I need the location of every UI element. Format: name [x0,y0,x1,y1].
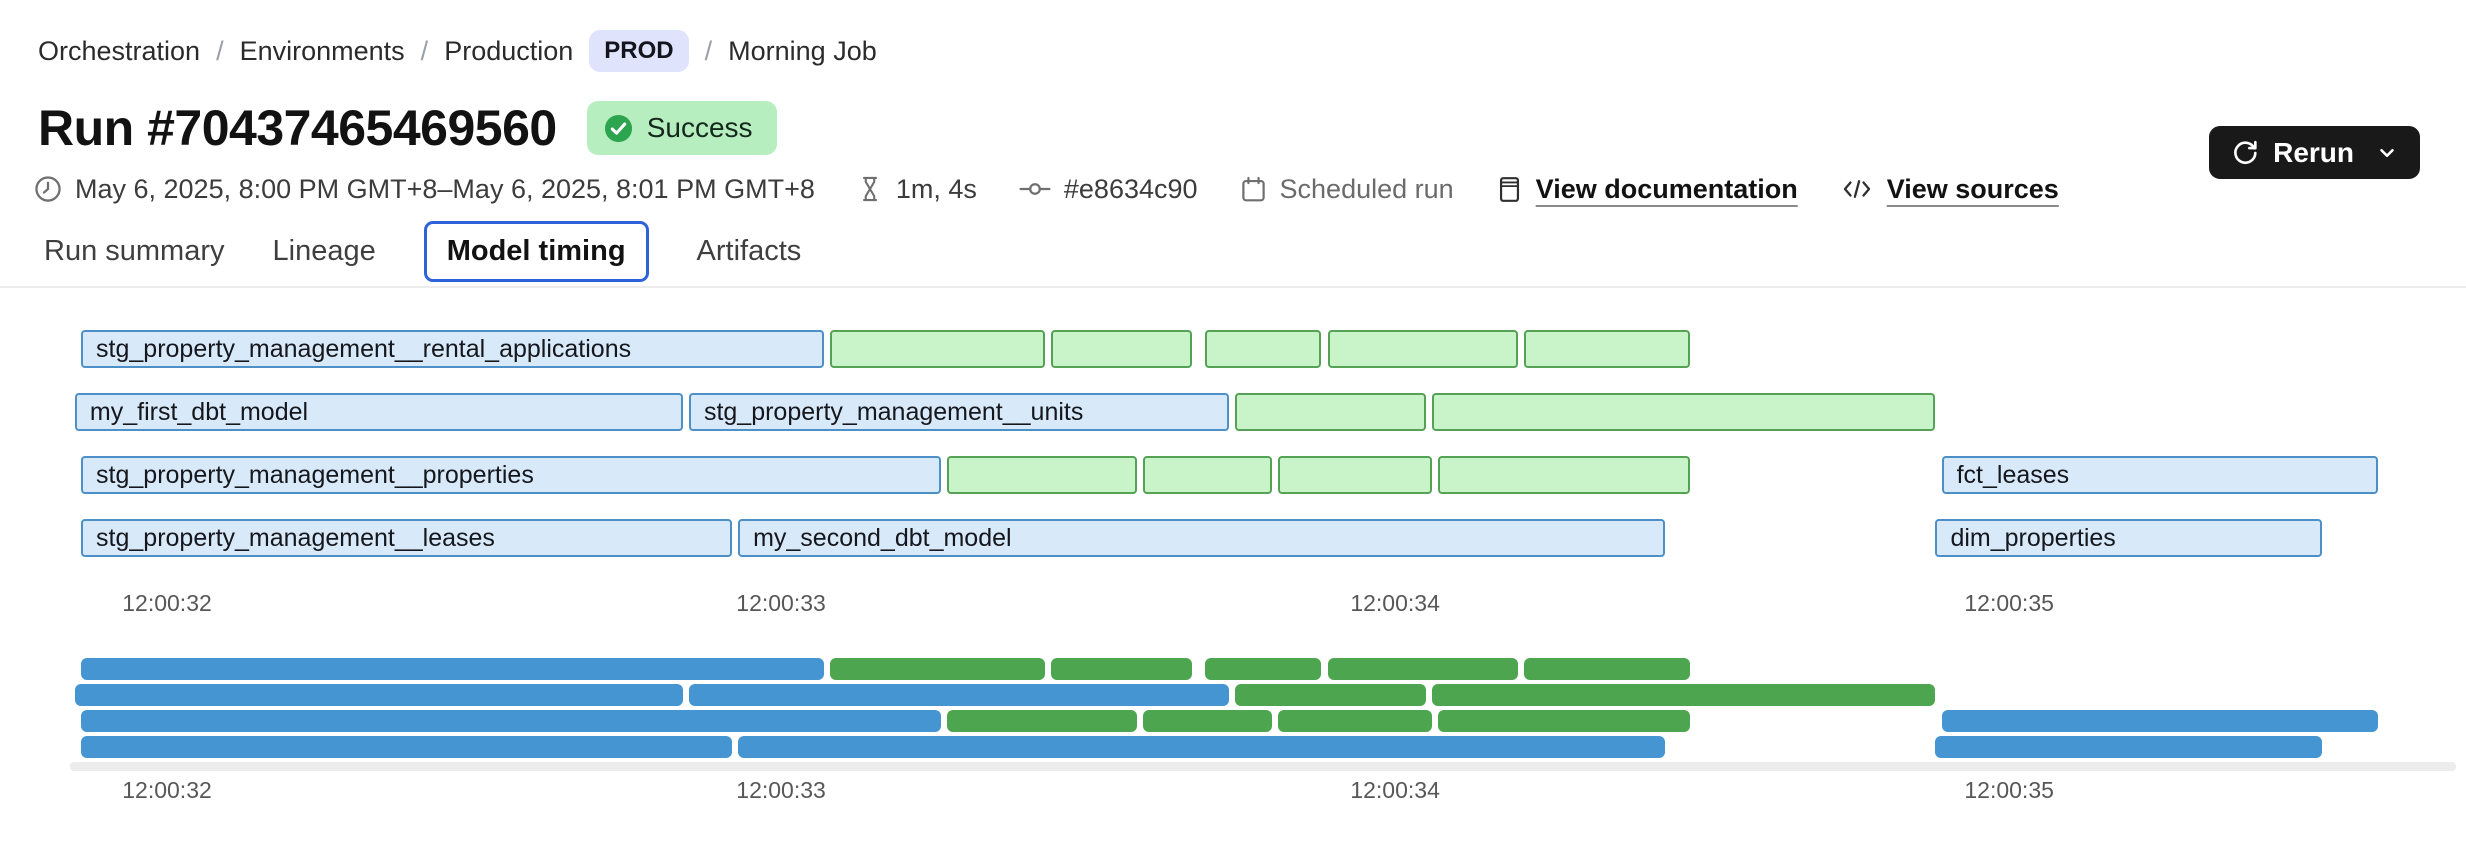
gantt-bar[interactable] [1327,330,1518,368]
title-row: Run #70437465469560 Success [38,100,777,156]
gantt-bar-my_second_dbt_model[interactable]: my_second_dbt_model [738,519,1666,557]
rerun-button[interactable]: Rerun [2209,126,2420,179]
minimap-bar-stg_property_management__rental_applications[interactable] [81,658,825,680]
view-documentation-text[interactable]: View documentation [1535,173,1798,204]
breadcrumb-production[interactable]: Production [444,35,574,66]
minimap-bar-dim_properties[interactable] [1935,736,2323,758]
axis-tick-label: 12:00:32 [122,590,212,616]
minimap-bar[interactable] [1278,710,1432,732]
run-duration: 1m, 4s [857,174,977,205]
calendar-icon [1241,176,1265,201]
document-icon [1499,176,1519,202]
commit-hash-text: #e8634c90 [1063,173,1198,204]
minimap-bar[interactable] [830,658,1046,680]
gantt-bar-stg_property_management__units[interactable]: stg_property_management__units [688,393,1230,431]
gantt-bar-label: my_second_dbt_model [753,524,1012,552]
gantt-bar[interactable] [1431,393,1936,431]
breadcrumb-morning-job: Morning Job [728,35,877,66]
minimap-bar[interactable] [1438,710,1690,732]
meta-row: May 6, 2025, 8:00 PM GMT+8–May 6, 2025, … [34,172,2059,206]
run-time-range-text: May 6, 2025, 8:00 PM GMT+8–May 6, 2025, … [75,173,815,204]
view-sources-link[interactable]: View sources [1840,174,2059,205]
gantt-bar-label: stg_property_management__units [703,398,1084,426]
minimap-scrollbar[interactable] [70,762,2456,771]
gantt-bar-dim_properties[interactable]: dim_properties [1935,519,2323,557]
gantt-bar[interactable] [1438,456,1690,494]
tab-model-timing[interactable]: Model timing [423,220,649,282]
gantt-bar-fct_leases[interactable]: fct_leases [1941,456,2378,494]
run-duration-text: 1m, 4s [895,173,977,204]
gantt-bar-label: stg_property_management__rental_applicat… [96,335,632,363]
hourglass-icon [862,176,877,202]
page-title: Run #70437465469560 [38,100,557,156]
gantt-bar-stg_property_management__properties[interactable]: stg_property_management__properties [81,456,941,494]
gantt-bar[interactable] [946,456,1138,494]
axis-tick-label: 12:00:33 [736,590,826,616]
minimap-bar-stg_property_management__units[interactable] [688,684,1230,706]
breadcrumb-separator: / [216,35,224,66]
gantt-bar-label: stg_property_management__properties [96,461,534,489]
gantt-bar[interactable] [1204,330,1322,368]
commit-hash: #e8634c90 [1019,174,1198,205]
commit-icon [1019,183,1051,195]
breadcrumb-orchestration[interactable]: Orchestration [38,35,201,66]
gantt-bar[interactable] [1051,330,1193,368]
gantt-bar[interactable] [1235,393,1426,431]
minimap-bar-stg_property_management__properties[interactable] [81,710,941,732]
minimap-bar[interactable] [1327,658,1518,680]
gantt-bar-stg_property_management__leases[interactable]: stg_property_management__leases [81,519,732,557]
gantt-bar-label: stg_property_management__leases [96,524,495,552]
axis-tick-label: 12:00:35 [1964,777,2054,803]
breadcrumb-separator: / [704,35,713,66]
run-time-range: May 6, 2025, 8:00 PM GMT+8–May 6, 2025, … [34,174,815,205]
gantt-bar-label: my_first_dbt_model [89,398,309,426]
rerun-button-label: Rerun [2273,136,2354,168]
status-badge-label: Success [646,112,753,143]
run-trigger-text: Scheduled run [1279,173,1454,204]
gantt-bar[interactable] [830,330,1046,368]
tab-lineage[interactable]: Lineage [272,234,376,267]
gantt-bar-my_first_dbt_model[interactable]: my_first_dbt_model [74,393,683,431]
refresh-icon [2234,140,2257,164]
minimap-bar[interactable] [1235,684,1426,706]
view-documentation-link[interactable]: View documentation [1496,174,1798,205]
minimap-bar[interactable] [1204,658,1322,680]
gantt-bar[interactable] [1278,456,1432,494]
minimap-bar-stg_property_management__leases[interactable] [81,736,732,758]
gantt-bar-label: fct_leases [1956,461,2070,489]
tab-run-summary[interactable]: Run summary [44,234,225,267]
tab-artifacts[interactable]: Artifacts [696,234,802,267]
axis-tick-label: 12:00:32 [122,777,212,803]
minimap-bar[interactable] [946,710,1138,732]
check-circle-icon [604,114,632,142]
minimap-bar-my_second_dbt_model[interactable] [738,736,1666,758]
code-icon [1843,180,1870,198]
gantt-bar[interactable] [1524,330,1690,368]
minimap-bar[interactable] [1431,684,1936,706]
minimap-bar-my_first_dbt_model[interactable] [74,684,683,706]
gantt-bar[interactable] [1143,456,1273,494]
gantt-bar-label: dim_properties [1950,524,2116,552]
chevron-down-icon [2380,148,2394,157]
clock-icon [35,176,61,202]
axis-tick-label: 12:00:34 [1350,590,1440,616]
run-trigger: Scheduled run [1240,174,1454,205]
minimap-bar[interactable] [1524,658,1690,680]
breadcrumb: Orchestration / Environments / Productio… [38,30,877,72]
axis-tick-label: 12:00:34 [1350,777,1440,803]
gantt-bar-stg_property_management__rental_applications[interactable]: stg_property_management__rental_applicat… [81,330,825,368]
status-badge: Success [586,101,777,155]
breadcrumb-environments[interactable]: Environments [239,35,405,66]
tabs-divider [0,286,2466,288]
axis-tick-label: 12:00:35 [1964,590,2054,616]
minimap-bar-fct_leases[interactable] [1941,710,2378,732]
minimap-bar[interactable] [1143,710,1273,732]
view-sources-text[interactable]: View sources [1886,173,2059,204]
axis-tick-label: 12:00:33 [736,777,826,803]
breadcrumb-separator: / [420,35,429,66]
tabs: Run summary Lineage Model timing Artifacts [44,220,802,282]
minimap-bar[interactable] [1051,658,1193,680]
environment-badge: PROD [589,30,689,72]
